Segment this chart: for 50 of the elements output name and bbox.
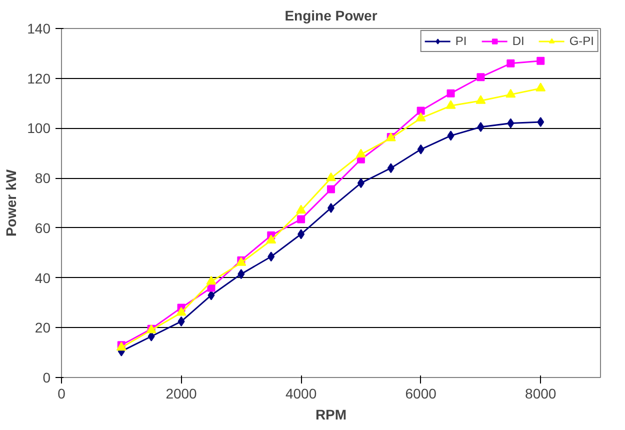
x-axis-title: RPM (315, 406, 347, 422)
point (446, 100, 456, 109)
y-tick-label: 120 (27, 70, 51, 86)
point (176, 306, 186, 316)
point (506, 88, 516, 98)
point (296, 204, 306, 214)
point (506, 59, 515, 68)
x-tick-label: 0 (58, 386, 66, 402)
point (357, 178, 364, 188)
point (536, 56, 545, 65)
y-tick-label: 80 (34, 170, 51, 186)
point (208, 290, 215, 300)
point (477, 122, 484, 132)
legend-label: PI (455, 34, 468, 48)
y-tick-label: 100 (27, 120, 51, 136)
point (356, 148, 366, 158)
point (178, 316, 185, 326)
chart-title: Engine Power (284, 8, 378, 24)
point (417, 144, 424, 154)
x-tick-label: 8000 (525, 386, 556, 402)
point (298, 229, 305, 240)
legend-label: G-PI (569, 34, 594, 48)
point (327, 185, 335, 194)
point (416, 112, 426, 122)
y-tick-label: 0 (42, 370, 51, 386)
point (266, 234, 276, 244)
y-tick-label: 60 (34, 220, 51, 236)
x-tick-label: 2000 (166, 386, 198, 402)
point (238, 269, 245, 280)
y-tick-label: 20 (34, 320, 51, 336)
point (206, 276, 216, 285)
point (476, 73, 485, 82)
point (268, 252, 275, 262)
point (416, 106, 425, 115)
point (447, 130, 454, 141)
y-axis-title: Power kW (3, 168, 20, 236)
y-tick-label: 40 (34, 270, 51, 286)
point (326, 172, 336, 182)
point (537, 116, 544, 127)
point (387, 163, 394, 174)
point (297, 215, 306, 224)
x-tick-label: 6000 (405, 386, 437, 402)
point (476, 95, 486, 104)
point (446, 89, 455, 98)
point (507, 118, 514, 128)
point (207, 284, 216, 292)
y-tick-label: 140 (27, 20, 51, 36)
point (536, 82, 546, 92)
x-tick-label: 4000 (285, 386, 317, 402)
legend-label: DI (512, 34, 526, 48)
